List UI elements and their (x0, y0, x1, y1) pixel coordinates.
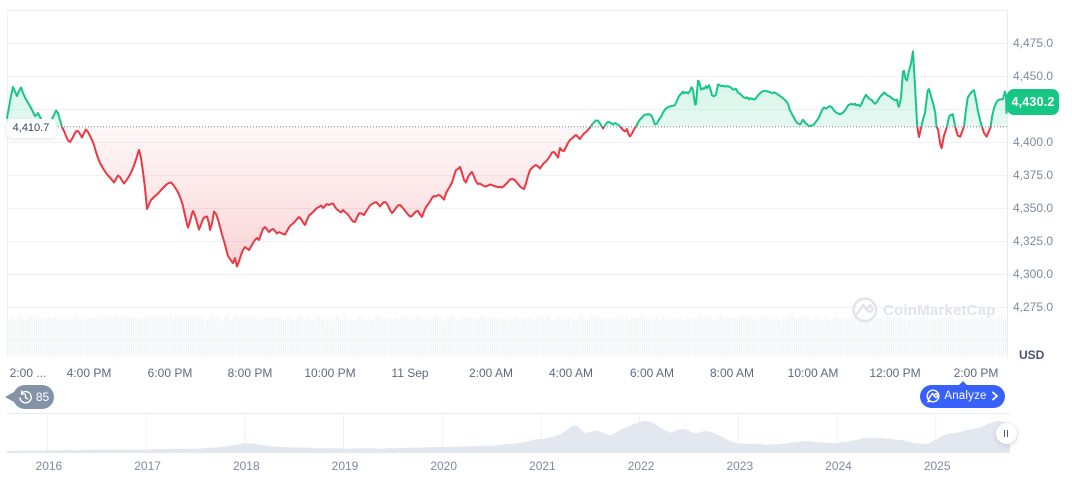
svg-text:CoinMarketCap: CoinMarketCap (883, 302, 996, 319)
